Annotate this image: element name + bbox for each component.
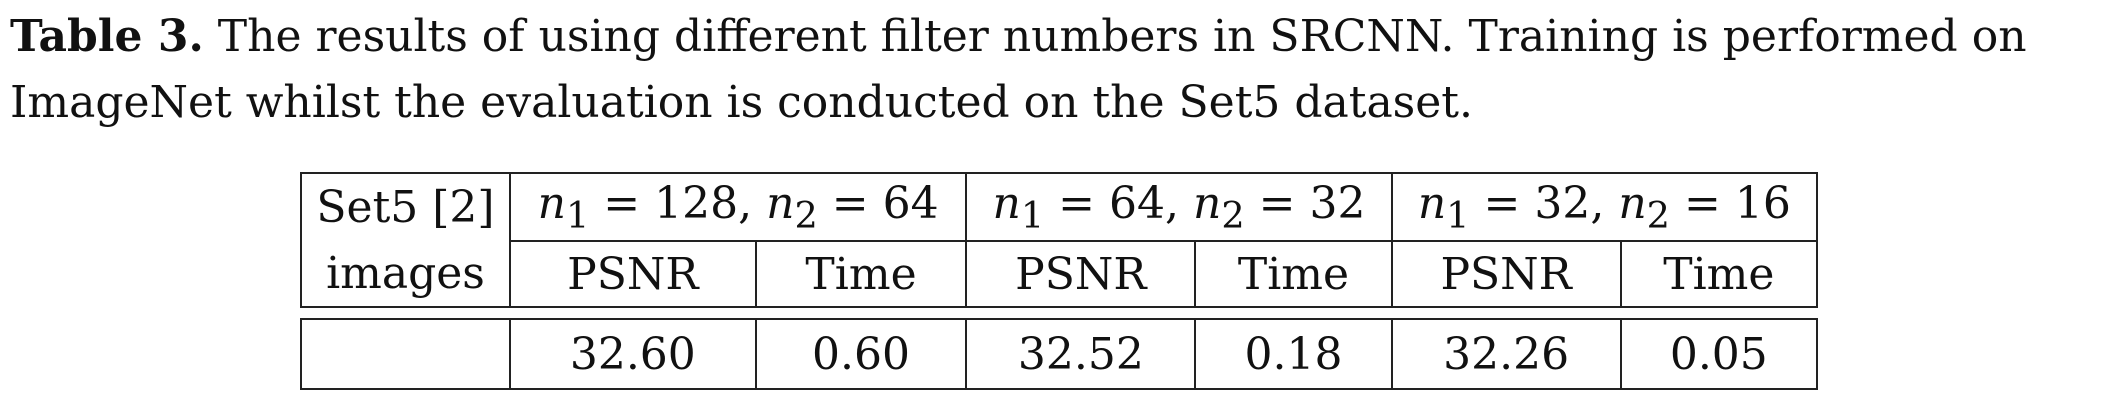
subheader-time-3: Time — [1619, 240, 1819, 308]
value-time-1: 0.60 — [754, 318, 968, 390]
subheader-row: images PSNR Time PSNR Time PSNR Time — [300, 240, 1819, 308]
value-psnr-3: 32.26 — [1390, 318, 1622, 390]
group-2-n1: 64 — [1109, 177, 1165, 229]
row-header-bottom: images — [300, 241, 511, 308]
header-gap — [301, 306, 1817, 320]
group-header-1: n1 = 128, n2 = 64 — [508, 172, 968, 242]
group-header-2: n1 = 64, n2 = 32 — [965, 172, 1393, 242]
table-row: 32.60 0.60 32.52 0.18 32.26 0.05 — [300, 318, 1819, 390]
caption-label: Table 3. — [10, 11, 204, 62]
group-header-3: n1 = 32, n2 = 16 — [1390, 172, 1819, 242]
row-label-cell — [300, 318, 511, 390]
group-3-n2: 16 — [1734, 177, 1791, 229]
value-time-2: 0.18 — [1194, 318, 1393, 390]
value-psnr-1: 32.60 — [508, 318, 757, 390]
subheader-time-1: Time — [754, 240, 968, 308]
subheader-psnr-1: PSNR — [508, 240, 757, 308]
group-1-n1: 128 — [654, 177, 739, 229]
caption-text: The results of using different filter nu… — [10, 11, 2027, 128]
group-header-row: Set5 [2] n1 = 128, n2 = 64 n1 = 64, n2 =… — [300, 172, 1819, 242]
group-2-n2: 32 — [1309, 177, 1366, 229]
group-1-n2: 64 — [882, 177, 939, 229]
subheader-psnr-2: PSNR — [965, 240, 1197, 308]
value-psnr-2: 32.52 — [965, 318, 1197, 390]
table-caption: Table 3. The results of using different … — [10, 4, 2110, 136]
value-time-3: 0.05 — [1619, 318, 1819, 390]
gap-cell — [301, 306, 1817, 320]
row-header-top: Set5 [2] — [300, 172, 511, 241]
results-table: Set5 [2] n1 = 128, n2 = 64 n1 = 64, n2 =… — [300, 172, 1819, 390]
subheader-time-2: Time — [1194, 240, 1393, 308]
group-3-n1: 32 — [1534, 177, 1591, 229]
subheader-psnr-3: PSNR — [1390, 240, 1622, 308]
